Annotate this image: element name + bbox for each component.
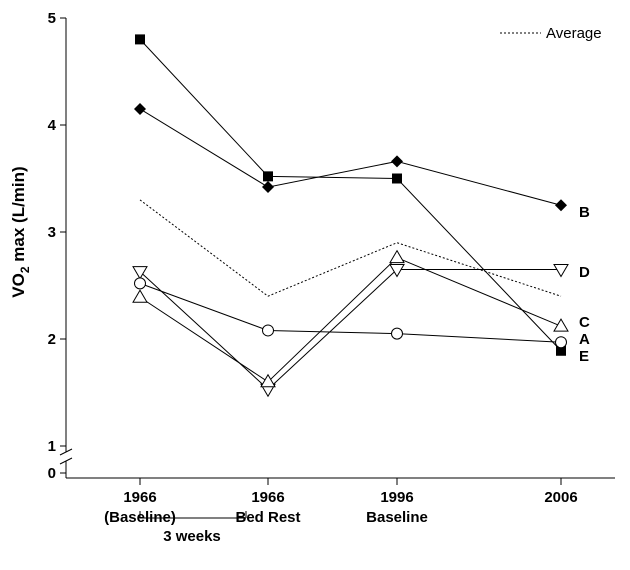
series-line-a [139, 282, 562, 343]
series-d: D [132, 263, 590, 398]
data-point-b [391, 155, 403, 168]
data-point-c [260, 373, 276, 388]
data-point-a [134, 277, 146, 290]
data-point-b [134, 102, 146, 115]
series-label-b: B [579, 204, 590, 221]
y-axis-label: VO2 max (L/min) [9, 166, 32, 297]
data-point-e [392, 173, 402, 184]
series-label-e: E [579, 348, 589, 365]
y-tick-label: 4 [48, 117, 57, 134]
legend-average-label: Average [546, 25, 602, 42]
y-tick-label: 0 [48, 465, 56, 482]
bracket-label: 3 weeks [163, 528, 221, 545]
x-tick-label-line1: 1966 [123, 489, 156, 506]
series-label-c: C [579, 314, 590, 331]
x-tick-label-line1: 2006 [544, 489, 577, 506]
series-e: E [135, 34, 589, 365]
data-point-b [262, 181, 274, 194]
series-label-d: D [579, 264, 590, 281]
x-tick-label-line2: Bed Rest [235, 509, 300, 526]
y-axis-label-main: VO [9, 273, 28, 298]
series-line-c [139, 257, 562, 383]
data-point-e [263, 171, 273, 182]
y-tick-label: 1 [48, 438, 56, 455]
y-axis-break-mark-top [59, 448, 73, 456]
three-weeks-bracket: 3 weeks [139, 511, 247, 545]
series-layer: B E D CA [132, 34, 590, 398]
y-axis-label-sub: 2 [18, 266, 32, 273]
y-axis-break-mark-bottom [59, 457, 73, 465]
x-tick-label-line1: 1966 [251, 489, 284, 506]
series-a: A [134, 277, 590, 349]
series-c: C [132, 249, 590, 388]
data-point-a [391, 327, 403, 340]
data-point-a [262, 324, 274, 337]
data-point-d [389, 263, 405, 278]
series-label-a: A [579, 331, 590, 348]
data-point-e [556, 345, 566, 356]
x-tick-label-line1: 1996 [380, 489, 413, 506]
series-line-average [139, 199, 562, 297]
series-b: B [134, 102, 590, 221]
series-average [139, 199, 562, 297]
y-tick-label: 2 [48, 331, 56, 348]
series-line-d [139, 268, 561, 390]
data-point-b [555, 199, 567, 212]
data-point-c [389, 249, 405, 264]
x-tick-label-line2: Baseline [366, 509, 428, 526]
y-axis-label-rest: max (L/min) [9, 166, 28, 266]
series-line-b [139, 108, 562, 206]
y-tick-label: 3 [48, 224, 56, 241]
data-point-c [132, 289, 148, 303]
legend: Average [500, 25, 602, 42]
data-point-a [555, 336, 567, 349]
y-tick-label: 5 [48, 10, 56, 27]
axes: 0 1 2 3 4 5 [48, 10, 615, 485]
series-line-e [139, 39, 562, 352]
data-point-d [553, 263, 569, 278]
data-point-e [135, 34, 145, 45]
data-point-c [553, 318, 569, 332]
data-point-d [132, 266, 148, 280]
